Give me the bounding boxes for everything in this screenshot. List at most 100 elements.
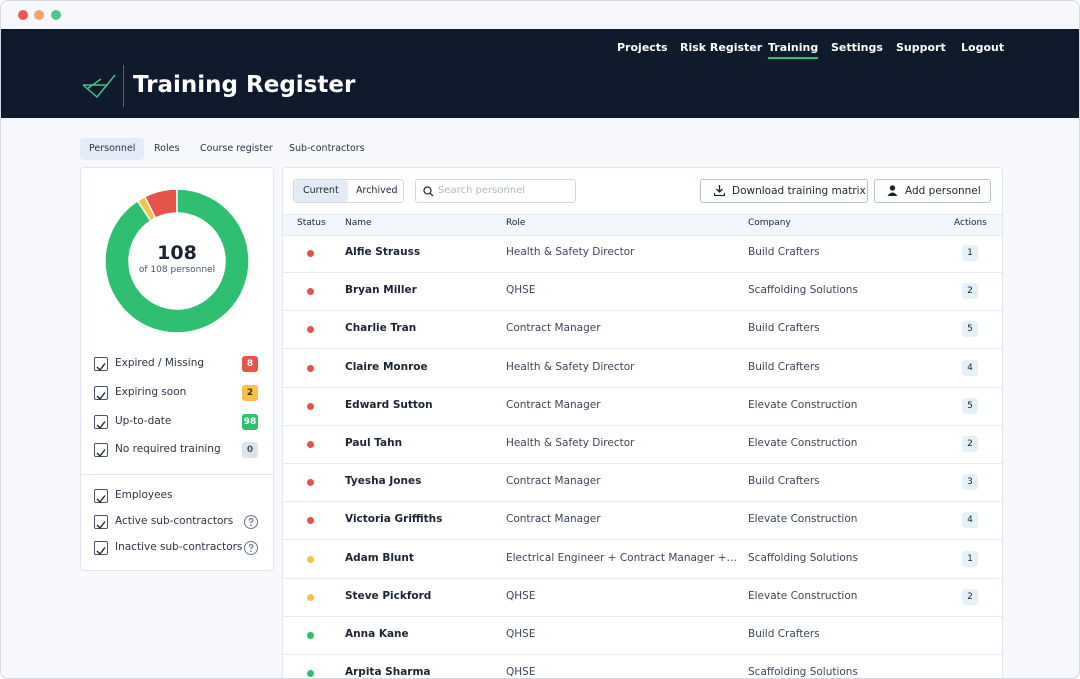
name-cell[interactable]: Adam Blunt <box>345 551 414 564</box>
status-dot <box>307 441 314 448</box>
role-cell: QHSE <box>506 666 536 679</box>
status-dot <box>307 670 314 678</box>
column-header: Name <box>345 218 372 228</box>
name-cell[interactable]: Victoria Griffiths <box>345 513 443 526</box>
name-cell[interactable]: Steve Pickford <box>345 589 432 602</box>
search-icon <box>423 186 434 197</box>
tab[interactable]: Course register <box>200 143 273 154</box>
column-header: Role <box>506 218 526 228</box>
company-cell: Build Crafters <box>748 322 820 335</box>
count-badge: 8 <box>242 356 258 372</box>
role-cell: QHSE <box>506 628 536 640</box>
donut-total: 108 <box>157 242 197 264</box>
help-icon[interactable] <box>244 541 258 555</box>
check-mark <box>96 521 106 530</box>
status-dot <box>307 326 314 334</box>
page-title: Training Register <box>133 72 356 98</box>
checkbox[interactable] <box>94 357 108 372</box>
status-dot <box>307 402 314 410</box>
check-mark <box>96 547 106 556</box>
nav-link[interactable]: Settings <box>831 41 883 54</box>
count-badge: 98 <box>242 413 258 430</box>
button-label: Download training matrix <box>732 185 866 197</box>
toggle-option[interactable]: Archived <box>356 185 398 196</box>
check-mark <box>96 420 106 429</box>
donut-caption: of 108 personnel <box>138 265 216 275</box>
tab[interactable]: Sub-contractors <box>289 143 365 154</box>
company-cell: Build Crafters <box>748 360 820 373</box>
question-glyph <box>248 544 254 552</box>
tab[interactable]: Personnel <box>80 138 145 160</box>
action-badge[interactable]: 2 <box>962 588 978 605</box>
group-label: Employees <box>115 489 173 501</box>
checkbox[interactable] <box>94 541 108 556</box>
row-divider <box>283 424 1002 426</box>
name-cell[interactable]: Anna Kane <box>345 628 409 640</box>
name-cell[interactable]: Claire Monroe <box>345 360 428 373</box>
download-icon <box>714 185 725 196</box>
name-cell[interactable]: Charlie Tran <box>345 322 417 335</box>
window-zoom[interactable] <box>51 10 61 20</box>
role-cell: Health & Safety Director <box>506 360 635 373</box>
status-dot <box>307 517 314 525</box>
user-icon <box>887 185 898 196</box>
company-cell: Build Crafters <box>748 628 820 640</box>
row-divider <box>283 615 1002 617</box>
action-badge[interactable]: 1 <box>962 245 978 261</box>
nav-link[interactable]: Logout <box>961 41 1005 54</box>
filter-label: Up-to-date <box>115 414 172 427</box>
name-cell[interactable]: Edward Sutton <box>345 398 433 411</box>
row-divider <box>283 272 1002 273</box>
checkbox[interactable] <box>94 385 108 400</box>
company-cell: Scaffolding Solutions <box>748 551 858 564</box>
separator <box>81 474 273 475</box>
help-icon[interactable] <box>244 515 258 529</box>
question-glyph <box>248 518 254 526</box>
company-cell: Build Crafters <box>748 246 820 258</box>
checkbox[interactable] <box>94 489 108 504</box>
nav-link[interactable]: Support <box>896 41 946 54</box>
add-button[interactable]: Add personnel <box>874 179 991 203</box>
table-header <box>283 214 1002 236</box>
toggle-option[interactable]: Current <box>294 180 348 202</box>
name-cell[interactable]: Bryan Miller <box>345 284 417 297</box>
window-minimize[interactable] <box>34 10 44 20</box>
nav-link[interactable]: Projects <box>617 41 668 54</box>
name-cell[interactable]: Paul Tahn <box>345 437 403 449</box>
action-badge[interactable]: 2 <box>962 436 978 452</box>
name-cell[interactable]: Tyesha Jones <box>345 475 422 488</box>
action-badge[interactable]: 5 <box>962 321 978 338</box>
download-button[interactable]: Download training matrix <box>700 179 868 203</box>
window-close[interactable] <box>18 10 28 20</box>
group-label: Active sub-contractors <box>115 515 234 527</box>
tab[interactable]: Roles <box>154 143 180 154</box>
name-cell[interactable]: Alfie Strauss <box>345 246 421 258</box>
row-divider <box>283 463 1002 464</box>
checkbox[interactable] <box>94 414 108 429</box>
action-badge[interactable]: 4 <box>962 512 978 529</box>
company-cell: Elevate Construction <box>748 437 858 449</box>
company-cell: Elevate Construction <box>748 589 858 602</box>
role-cell: Contract Manager <box>506 322 601 335</box>
action-badge[interactable]: 5 <box>962 397 978 414</box>
row-divider <box>283 577 1002 579</box>
column-header: Company <box>748 218 791 228</box>
role-cell: QHSE <box>506 284 536 297</box>
search-box[interactable]: Search personnel <box>415 179 576 203</box>
action-badge[interactable]: 4 <box>962 359 978 376</box>
status-dot <box>307 364 314 372</box>
checkbox[interactable] <box>94 443 108 458</box>
nav-link[interactable]: Training <box>768 41 819 59</box>
nav-link[interactable]: Risk Register <box>680 41 763 54</box>
action-badge[interactable]: 1 <box>962 550 978 567</box>
company-cell: Elevate Construction <box>748 398 858 411</box>
action-badge[interactable]: 2 <box>962 283 978 300</box>
role-cell: Contract Manager <box>506 513 601 526</box>
role-cell: QHSE <box>506 589 536 602</box>
checkbox[interactable] <box>94 515 108 530</box>
name-cell[interactable]: Arpita Sharma <box>345 666 431 679</box>
check-mark <box>96 391 106 400</box>
role-cell: Contract Manager <box>506 475 601 488</box>
action-badge[interactable]: 3 <box>962 474 978 491</box>
